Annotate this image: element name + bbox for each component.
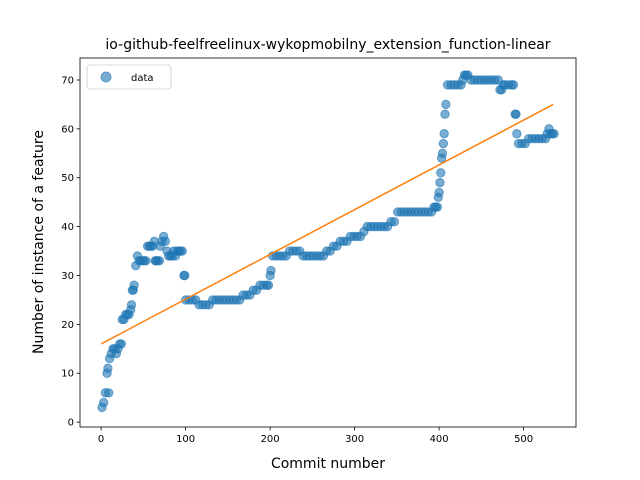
data-point-39 (154, 256, 165, 266)
marks-layer (97, 70, 559, 413)
y-tick-label-1: 10 (61, 369, 74, 380)
data-point-172 (512, 129, 522, 139)
data-point-23 (129, 280, 139, 290)
y-tick-label-7: 70 (61, 75, 74, 86)
legend-label-data: data (131, 73, 154, 84)
y-tick-label-6: 60 (61, 124, 74, 135)
y-axis-label: Number of instance of a feature (31, 130, 47, 354)
data-point-13 (116, 339, 127, 349)
data-point-55 (180, 270, 190, 281)
data-point-20 (126, 300, 137, 310)
data-point-81 (263, 280, 274, 290)
x-tick-label-0: 0 (98, 434, 104, 445)
chart-title: io-github-feelfreelinux-wykopmobilny_ext… (105, 37, 550, 53)
y-tick-label-0: 0 (68, 418, 74, 429)
y-tick-label-5: 50 (61, 173, 74, 184)
data-point-143 (440, 109, 450, 119)
data-point-140 (437, 148, 448, 159)
data-point-137 (435, 177, 445, 188)
y-tick-label-4: 40 (61, 222, 74, 233)
fit-line (100, 103, 554, 345)
x-tick-label-3: 300 (345, 434, 364, 445)
data-point-141 (438, 138, 449, 149)
data-point-83 (266, 265, 276, 276)
data-point-138 (436, 168, 446, 178)
data-point-53 (177, 246, 187, 256)
data-point-169 (508, 80, 519, 90)
data-point-144 (441, 99, 451, 110)
legend: data (86, 64, 172, 90)
plot-frame (79, 57, 577, 428)
legend-box (86, 64, 172, 90)
x-tick-label-5: 500 (514, 434, 533, 445)
data-point-136 (434, 187, 444, 198)
x-tick-label-2: 200 (261, 434, 280, 445)
axes-layer: 0 100 200 300 400 500 0 10 20 30 40 50 60 70 (61, 75, 533, 445)
data-point-134 (432, 202, 443, 212)
data-point-142 (439, 129, 449, 139)
data-point-1 (98, 397, 109, 408)
y-tick-label-2: 20 (61, 320, 74, 331)
data-point-43 (160, 236, 171, 246)
data-point-186 (549, 129, 559, 139)
data-point-120 (389, 217, 400, 227)
x-axis-label: Commit number (271, 456, 385, 472)
data-point-171 (511, 109, 521, 119)
x-tick-label-4: 400 (430, 434, 449, 445)
data-point-30 (141, 256, 151, 266)
data-point-5 (104, 388, 114, 398)
y-tick-label-3: 30 (61, 271, 74, 282)
legend-marker-data (100, 71, 112, 83)
x-tick-label-1: 100 (176, 434, 195, 445)
data-point-4 (103, 363, 113, 374)
